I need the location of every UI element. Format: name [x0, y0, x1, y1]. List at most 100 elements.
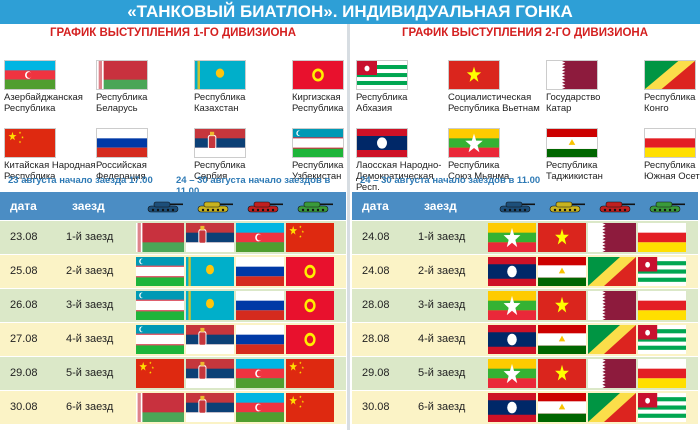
qatar-flag-icon: [546, 60, 598, 90]
row-date: 30.08: [10, 401, 38, 413]
myanmar-flag-icon: [488, 223, 536, 252]
tank-icon: [644, 200, 686, 214]
division-2-subtitle: ГРАФИК ВЫСТУПЛЕНИЯ 2-ГО ДИВИЗИОНА: [401, 27, 649, 39]
country-uzbekistan: Республика Узбекистан: [292, 126, 384, 188]
row-stage: 4-й заезд: [66, 333, 114, 345]
serbia-flag-icon: [194, 128, 246, 158]
country-name: Республика Таджикистан: [546, 160, 603, 182]
row-date: 27.08: [10, 333, 38, 345]
uzbekistan-flag-icon: [136, 291, 184, 320]
divider: [347, 24, 350, 430]
table-row: 29.08 5-й заезд: [0, 356, 346, 390]
country-tajikistan: Республика Таджикистан: [546, 126, 638, 188]
myanmar-flag-icon: [488, 359, 536, 388]
kyrgyzstan-flag-icon: [286, 325, 334, 354]
row-date: 28.08: [362, 299, 390, 311]
laos-flag-icon: [488, 393, 536, 422]
country-kazakhstan: Республика Казахстан: [194, 58, 286, 120]
table-row: 24.08 1-й заезд: [352, 220, 698, 254]
kazakhstan-flag-icon: [186, 291, 234, 320]
country-name: Республика Узбекистан: [292, 160, 344, 182]
country-name: Республика Союз Мьянма: [448, 160, 510, 182]
row-date: 30.08: [362, 401, 390, 413]
qatar-flag-icon: [588, 359, 636, 388]
country-name: Социалистическая Республика Вьетнам: [448, 92, 540, 114]
table-row: 27.08 4-й заезд: [0, 322, 346, 356]
table-row: 28.08 3-й заезд: [352, 288, 698, 322]
schedule-header: дата заезд: [352, 192, 698, 220]
row-stage: 5-й заезд: [418, 367, 466, 379]
row-stage: 5-й заезд: [66, 367, 114, 379]
country-name: Киргизская Республика: [292, 92, 344, 114]
congo-flag-icon: [588, 257, 636, 286]
myanmar-flag-icon: [448, 128, 500, 158]
division-2-panel: ГРАФИК ВЫСТУПЛЕНИЯ 2-ГО ДИВИЗИОНА Респуб…: [352, 24, 700, 430]
table-row: 24.08 2-й заезд: [352, 254, 698, 288]
congo-flag-icon: [588, 325, 636, 354]
table-row: 25.08 2-й заезд: [0, 254, 346, 288]
country-name: Азербайджанская Республика: [4, 92, 83, 114]
country-kyrgyzstan: Киргизская Республика: [292, 58, 384, 120]
row-stage: 2-й заезд: [418, 265, 466, 277]
table-row: 26.08 3-й заезд: [0, 288, 346, 322]
vietnam-flag-icon: [538, 359, 586, 388]
azerbaijan-flag-icon: [236, 359, 284, 388]
country-vietnam: Социалистическая Республика Вьетнам: [448, 58, 540, 120]
congo-flag-icon: [644, 60, 696, 90]
country-name: Российская Федерация: [96, 160, 147, 182]
country-name: Китайская Народная Республика: [4, 160, 96, 182]
date-header: дата: [362, 199, 389, 213]
abkhazia-flag-icon: [638, 257, 686, 286]
date-note: 24 – 30 августа начало заездов в 11.00: [176, 175, 331, 197]
myanmar-flag-icon: [488, 291, 536, 320]
kazakhstan-flag-icon: [186, 257, 234, 286]
tank-icon: [292, 200, 334, 214]
row-stage: 6-й заезд: [66, 401, 114, 413]
country-qatar: Государство Катар: [546, 58, 638, 120]
laos-flag-icon: [356, 128, 408, 158]
southossetia-flag-icon: [638, 291, 686, 320]
row-stage: 1-й заезд: [66, 231, 114, 243]
row-stage: 2-й заезд: [66, 265, 114, 277]
abkhazia-flag-icon: [638, 325, 686, 354]
tajikistan-flag-icon: [538, 325, 586, 354]
row-date: 29.08: [362, 367, 390, 379]
tank-icon: [242, 200, 284, 214]
tajikistan-flag-icon: [538, 393, 586, 422]
country-russia: Российская Федерация: [96, 126, 188, 188]
tajikistan-flag-icon: [546, 128, 598, 158]
china-flag-icon: [4, 128, 56, 158]
kyrgyzstan-flag-icon: [292, 60, 344, 90]
country-southossetia: Республика Южная Осетия: [644, 126, 700, 188]
laos-flag-icon: [488, 325, 536, 354]
table-row: 30.08 6-й заезд: [352, 390, 698, 424]
country-belarus: Республика Беларусь: [96, 58, 188, 120]
row-date: 26.08: [10, 299, 38, 311]
tank-icon: [192, 200, 234, 214]
table-row: 28.08 4-й заезд: [352, 322, 698, 356]
vietnam-flag-icon: [448, 60, 500, 90]
division-1-panel: ГРАФИК ВЫСТУПЛЕНИЯ 1-ГО ДИВИЗИОНА Азерба…: [0, 24, 346, 430]
china-flag-icon: [136, 359, 184, 388]
russia-flag-icon: [236, 291, 284, 320]
date-note: 24 – 30 августа начало заездов в 11.00: [360, 175, 541, 186]
row-stage: 1-й заезд: [418, 231, 466, 243]
row-date: 25.08: [10, 265, 38, 277]
division-2-dates: 24 – 30 августа начало заездов в 11.00: [352, 172, 698, 192]
qatar-flag-icon: [588, 291, 636, 320]
country-name: Республика Казахстан: [194, 92, 246, 114]
vietnam-flag-icon: [538, 291, 586, 320]
vietnam-flag-icon: [538, 223, 586, 252]
division-1-subtitle: ГРАФИК ВЫСТУПЛЕНИЯ 1-ГО ДИВИЗИОНА: [49, 27, 297, 39]
tank-icon: [142, 200, 184, 214]
china-flag-icon: [286, 223, 334, 252]
southossetia-flag-icon: [638, 359, 686, 388]
country-name: Государство Катар: [546, 92, 601, 114]
row-stage: 6-й заезд: [418, 401, 466, 413]
country-azerbaijan: Азербайджанская Республика: [4, 58, 96, 120]
serbia-flag-icon: [186, 359, 234, 388]
abkhazia-flag-icon: [638, 393, 686, 422]
abkhazia-flag-icon: [356, 60, 408, 90]
country-china: Китайская Народная Республика: [4, 126, 96, 188]
row-date: 28.08: [362, 333, 390, 345]
